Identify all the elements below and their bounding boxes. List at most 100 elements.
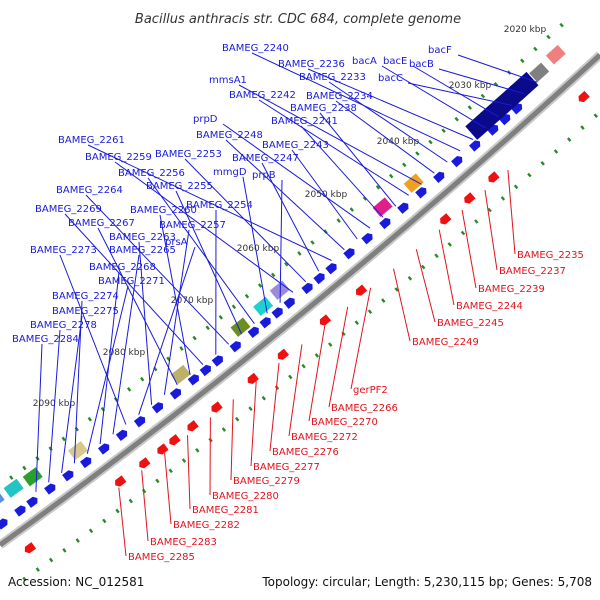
- tick-dot: [181, 458, 187, 463]
- gc-block: [0, 490, 5, 510]
- reverse-leader-line: [461, 209, 477, 289]
- tick-dot: [75, 538, 80, 543]
- forward-gene-label: BAMEG_2268: [89, 262, 156, 273]
- reverse-feature-arrow: [578, 90, 590, 103]
- tick-dot: [22, 465, 27, 471]
- forward-gene-label: BAMEG_2263: [109, 232, 176, 243]
- gc-block: [372, 197, 393, 217]
- tick-dot: [474, 219, 479, 224]
- forward-gene-label: bacB: [409, 59, 434, 70]
- tick-dot: [62, 547, 67, 553]
- forward-gene-label: BAMEG_2236: [278, 59, 345, 70]
- label-layer: bacF bacB bacC bacE bacA BAMEG_2236 BAMEG_2240…: [12, 43, 584, 563]
- kbp-tick-label: 2050 kbp: [305, 190, 348, 200]
- tick-dot: [441, 128, 446, 133]
- forward-gene-label: BAMEG_2257: [159, 220, 226, 231]
- tick-dot: [402, 162, 407, 168]
- reverse-gene-label: BAMEG_2266: [331, 403, 398, 414]
- reverse-leader-line: [250, 381, 257, 467]
- reverse-gene-label: BAMEG_2277: [253, 462, 320, 473]
- tick-dot: [375, 184, 381, 190]
- gc-block: [403, 173, 424, 193]
- reverse-gene-label: BAMEG_2285: [128, 552, 195, 563]
- forward-gene-label: BAMEG_2256: [118, 168, 185, 179]
- gc-block: [545, 44, 566, 65]
- reverse-gene-label: BAMEG_2283: [150, 537, 217, 548]
- tick-dot: [102, 518, 107, 524]
- forward-leader-line: [438, 68, 525, 95]
- forward-gene-label: mmsA1: [209, 75, 247, 86]
- tick-dot: [546, 34, 551, 40]
- tick-dot: [248, 406, 253, 412]
- tick-dot: [513, 184, 519, 190]
- forward-leader-line: [242, 176, 268, 314]
- forward-gene-label: BAMEG_2253: [155, 149, 222, 160]
- gc-block: [3, 478, 24, 498]
- reverse-feature-arrow: [115, 475, 127, 487]
- tick-dot: [566, 137, 572, 142]
- forward-gene-label: BAMEG_2261: [58, 135, 125, 146]
- forward-feature-arrow: [301, 282, 313, 295]
- reverse-gene-label: BAMEG_2281: [192, 505, 259, 516]
- forward-gene-label: bacA: [352, 56, 377, 67]
- reverse-leader-line: [328, 306, 349, 408]
- forward-feature-arrow: [0, 518, 8, 530]
- tick-dot: [48, 557, 54, 563]
- reverse-leader-line: [507, 170, 516, 255]
- forward-gene-label: mmgD: [213, 167, 247, 178]
- forward-gene-label: BAMEG_2255: [146, 181, 213, 192]
- reverse-leader-line: [288, 344, 303, 437]
- tick-dot: [192, 335, 197, 341]
- tick-dot: [580, 125, 585, 130]
- kbp-tick-label: 2060 kbp: [237, 244, 280, 254]
- forward-feature-arrow: [115, 429, 128, 442]
- reverse-feature-arrow: [211, 401, 223, 413]
- forward-gene-label: BAMEG_2238: [290, 103, 357, 114]
- forward-gene-label: BAMEG_2240: [222, 43, 289, 54]
- tick-dot: [310, 240, 315, 245]
- tick-dot: [394, 287, 399, 292]
- forward-gene-label: BAMEG_2260: [130, 205, 197, 216]
- kbp-tick-label: 2040 kbp: [377, 137, 420, 147]
- reverse-gene-label: BAMEG_2239: [478, 284, 545, 295]
- forward-feature-arrow: [313, 273, 325, 285]
- reverse-leader-line: [393, 268, 411, 342]
- forward-leader-line: [381, 65, 487, 129]
- forward-leader-line: [85, 194, 230, 345]
- forward-gene-label: BAMEG_2269: [35, 204, 102, 215]
- reverse-leader-line: [350, 287, 372, 390]
- reverse-gene-label: BAMEG_2282: [173, 520, 240, 531]
- tick-dot: [328, 342, 333, 347]
- forward-feature-arrow: [379, 217, 391, 230]
- reverse-leader-line: [484, 190, 498, 271]
- tick-dot: [297, 251, 302, 256]
- forward-feature-arrow: [283, 297, 295, 309]
- forward-feature-arrow: [133, 416, 146, 428]
- forward-feature-arrow: [80, 456, 92, 469]
- tick-dot: [381, 298, 386, 303]
- forward-feature-arrow: [271, 307, 283, 319]
- forward-gene-label: BAMEG_2267: [68, 218, 135, 229]
- tick-dot: [559, 22, 564, 28]
- forward-leader-line: [251, 52, 461, 152]
- forward-gene-label: BAMEG_2274: [52, 291, 119, 302]
- forward-leader-line: [159, 214, 191, 375]
- forward-feature-arrow: [14, 505, 26, 517]
- reverse-leader-line: [308, 325, 326, 422]
- tick-dot: [460, 230, 466, 236]
- forward-feature-arrow: [343, 248, 355, 260]
- tick-dot: [520, 58, 525, 64]
- forward-feature-arrow: [451, 156, 463, 168]
- tick-dot: [354, 320, 359, 326]
- reverse-leader-line: [164, 452, 172, 525]
- reverse-feature-arrow: [139, 457, 151, 469]
- forward-feature-arrow: [211, 355, 223, 367]
- operon-block: [510, 71, 539, 100]
- forward-feature-arrow: [26, 496, 38, 508]
- forward-feature-arrow: [247, 326, 259, 338]
- forward-gene-label: bacC: [378, 73, 403, 84]
- forward-leader-line: [319, 112, 397, 207]
- forward-feature-arrow: [151, 402, 164, 414]
- tick-dot: [126, 386, 132, 392]
- forward-leader-line: [238, 84, 422, 185]
